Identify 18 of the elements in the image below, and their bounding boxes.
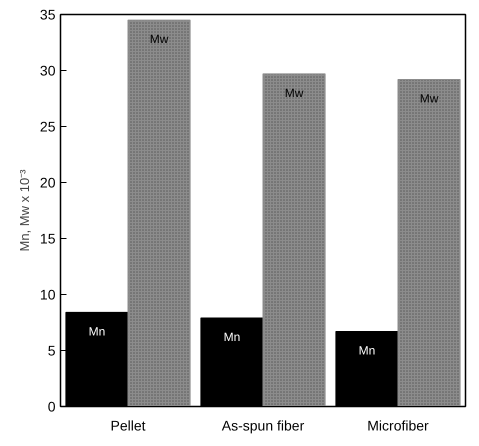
y-tick-label: 20 (40, 174, 56, 190)
y-tick-label: 10 (40, 286, 56, 302)
y-tick-label: 15 (40, 230, 56, 246)
series-label: Mn (88, 324, 106, 338)
y-tick-label: 0 (48, 398, 56, 414)
y-tick-label: 30 (40, 62, 56, 78)
y-tick-label: 5 (48, 342, 56, 358)
y-tick-label: 25 (40, 118, 56, 134)
text: Mn (358, 343, 376, 358)
y-tick-label: 35 (40, 6, 56, 22)
text: Mw (420, 91, 438, 106)
x-tick-label: Microfiber (367, 418, 430, 434)
x-tick-label: Pellet (110, 418, 146, 434)
y-axis-title: Mn, Mw x 10⁻³ (16, 168, 32, 252)
text: Mw (284, 86, 304, 100)
x-tick-label: As-spun fiber (222, 418, 305, 434)
text: Mn (224, 330, 240, 344)
series-label: Mw (150, 32, 169, 46)
